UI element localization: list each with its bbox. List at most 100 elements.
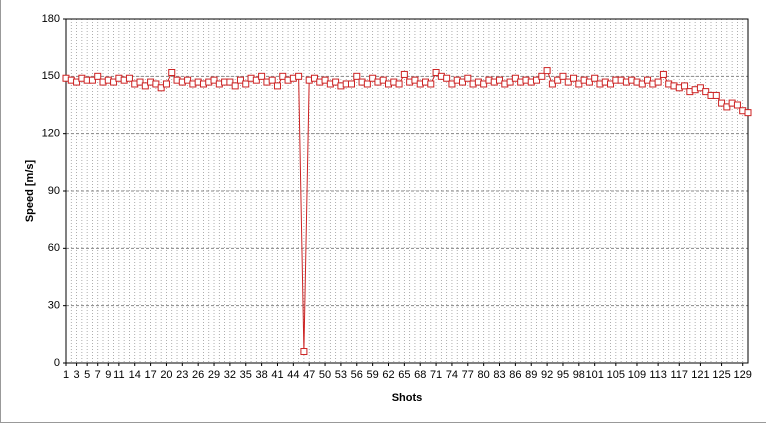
x-tick-label: 113 bbox=[649, 369, 667, 381]
data-point bbox=[395, 80, 403, 88]
x-tick-label: 1 bbox=[63, 369, 69, 381]
data-point bbox=[659, 70, 667, 78]
data-point bbox=[480, 80, 488, 88]
x-tick-label: 92 bbox=[541, 369, 553, 381]
data-point bbox=[125, 74, 133, 82]
data-point bbox=[379, 76, 387, 84]
x-tick-label: 32 bbox=[224, 369, 236, 381]
x-tick-label: 17 bbox=[144, 369, 156, 381]
x-tick-label: 117 bbox=[670, 369, 688, 381]
data-point bbox=[644, 76, 652, 84]
data-point bbox=[310, 74, 318, 82]
data-point bbox=[300, 348, 308, 356]
x-tick-label: 50 bbox=[319, 369, 331, 381]
x-tick-label: 105 bbox=[607, 369, 625, 381]
data-point bbox=[369, 74, 377, 82]
data-point bbox=[136, 78, 144, 86]
x-tick-label: 53 bbox=[335, 369, 347, 381]
x-tick-label: 3 bbox=[74, 369, 80, 381]
y-tick-label: 150 bbox=[42, 70, 60, 82]
x-tick-label: 80 bbox=[478, 369, 490, 381]
data-point bbox=[226, 78, 234, 86]
x-tick-label: 44 bbox=[287, 369, 299, 381]
x-tick-label: 109 bbox=[628, 369, 646, 381]
data-point bbox=[538, 72, 546, 80]
data-point bbox=[252, 76, 260, 84]
data-point bbox=[273, 82, 281, 90]
x-tick-label: 23 bbox=[176, 369, 188, 381]
plot-frame bbox=[65, 18, 749, 364]
y-tick-label: 30 bbox=[48, 300, 60, 312]
data-point bbox=[94, 72, 102, 80]
data-point bbox=[210, 76, 218, 84]
data-point bbox=[681, 82, 689, 90]
data-point bbox=[702, 88, 710, 96]
x-tick-label: 56 bbox=[351, 369, 363, 381]
data-point bbox=[141, 82, 149, 90]
data-point bbox=[559, 72, 567, 80]
data-point bbox=[400, 70, 408, 78]
data-point bbox=[723, 103, 731, 111]
data-point bbox=[654, 78, 662, 86]
x-tick-label: 20 bbox=[160, 369, 172, 381]
x-tick-label: 89 bbox=[525, 369, 537, 381]
data-point bbox=[110, 78, 118, 86]
x-tick-label: 41 bbox=[271, 369, 283, 381]
y-tick-label: 180 bbox=[42, 13, 60, 25]
x-tick-label: 7 bbox=[95, 369, 101, 381]
data-point bbox=[411, 76, 419, 84]
y-tick-label: 90 bbox=[48, 185, 60, 197]
x-tick-label: 83 bbox=[493, 369, 505, 381]
data-point bbox=[347, 80, 355, 88]
data-point bbox=[712, 91, 720, 99]
x-tick-label: 71 bbox=[430, 369, 442, 381]
x-tick-label: 129 bbox=[734, 369, 752, 381]
x-tick-label: 9 bbox=[105, 369, 111, 381]
data-point bbox=[554, 76, 562, 84]
x-tick-label: 101 bbox=[586, 369, 604, 381]
data-point bbox=[353, 72, 361, 80]
data-point bbox=[533, 76, 541, 84]
data-point bbox=[570, 74, 578, 82]
x-tick-label: 65 bbox=[398, 369, 410, 381]
data-point bbox=[268, 76, 276, 84]
data-point bbox=[464, 74, 472, 82]
data-point bbox=[506, 78, 514, 86]
data-point bbox=[363, 80, 371, 88]
x-tick-label: 11 bbox=[113, 369, 124, 381]
data-point bbox=[73, 78, 81, 86]
data-point bbox=[548, 80, 556, 88]
data-point bbox=[459, 78, 467, 86]
x-tick-label: 38 bbox=[255, 369, 267, 381]
x-tick-label: 68 bbox=[414, 369, 426, 381]
x-tick-label: 62 bbox=[382, 369, 394, 381]
data-point bbox=[168, 69, 176, 77]
data-point bbox=[157, 84, 165, 92]
x-tick-label: 121 bbox=[691, 369, 709, 381]
x-tick-label: 26 bbox=[192, 369, 204, 381]
x-axis-title: Shots bbox=[392, 392, 423, 404]
x-tick-label: 59 bbox=[367, 369, 379, 381]
data-point bbox=[258, 72, 266, 80]
data-point bbox=[696, 84, 704, 92]
data-point bbox=[448, 80, 456, 88]
data-point bbox=[184, 76, 192, 84]
data-point bbox=[638, 80, 646, 88]
x-tick-label: 14 bbox=[129, 369, 141, 381]
data-point bbox=[585, 78, 593, 86]
data-point bbox=[543, 67, 551, 75]
data-point bbox=[564, 78, 572, 86]
data-point bbox=[432, 69, 440, 77]
y-axis-title: Speed [m/s] bbox=[24, 159, 36, 222]
x-tick-label: 74 bbox=[446, 369, 458, 381]
data-point bbox=[733, 101, 741, 109]
data-point bbox=[162, 80, 170, 88]
data-point bbox=[231, 82, 239, 90]
data-point bbox=[236, 76, 244, 84]
data-point bbox=[607, 80, 615, 88]
x-tick-label: 125 bbox=[712, 369, 730, 381]
y-tick-label: 60 bbox=[48, 242, 60, 254]
x-tick-label: 86 bbox=[509, 369, 521, 381]
y-tick-label: 0 bbox=[54, 357, 60, 369]
